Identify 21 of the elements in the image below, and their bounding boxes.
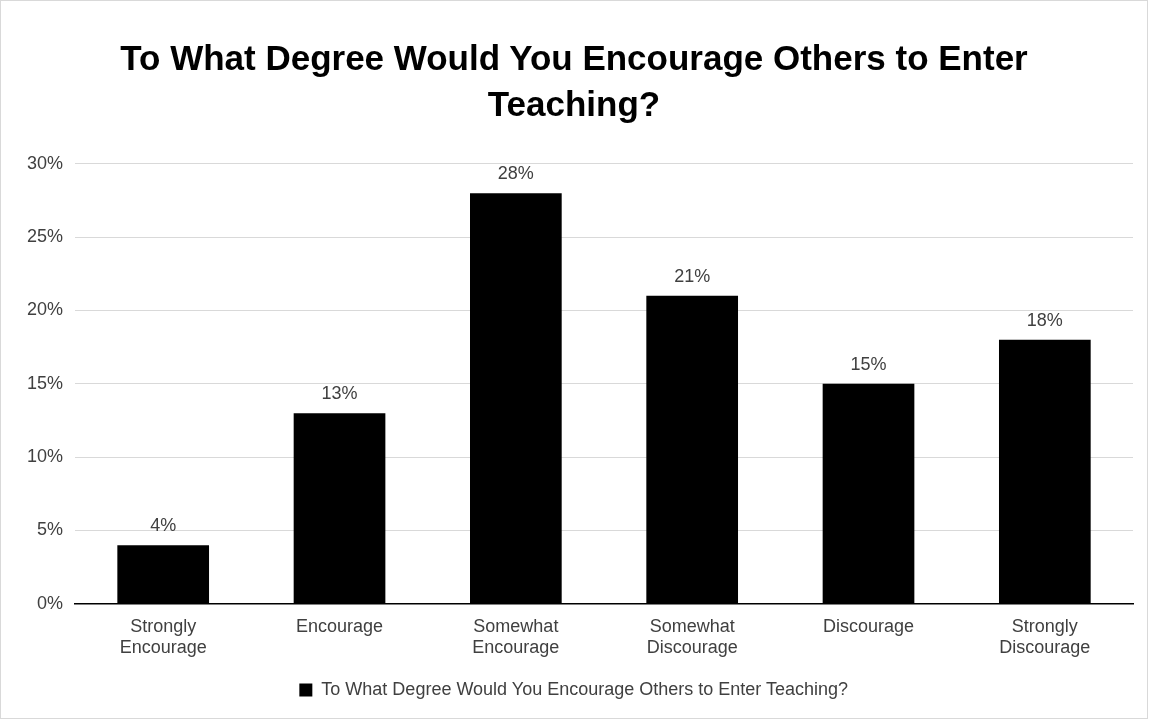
y-tick-label: 0%: [37, 592, 64, 613]
data-label: 21%: [674, 265, 711, 286]
data-label: 28%: [497, 163, 534, 184]
x-tick-label: Strongly Encourage: [119, 615, 207, 658]
y-tick-label: 20%: [27, 299, 64, 320]
data-label: 18%: [1026, 309, 1063, 330]
y-tick-label: 15%: [27, 372, 64, 393]
data-label: 13%: [321, 383, 358, 404]
chart-title: To What Degree Would You Encourage Others to Enter Teaching?: [119, 37, 1029, 125]
data-label: 15%: [850, 353, 887, 374]
x-tick-label: Strongly Discourage: [999, 615, 1091, 658]
y-tick-label: 10%: [27, 446, 64, 467]
y-tick-label: 30%: [27, 152, 64, 173]
x-tick-label: Somewhat Discourage: [646, 615, 738, 658]
data-label: 4%: [150, 515, 177, 536]
y-tick-label: 25%: [27, 226, 64, 247]
x-tick-label: Encourage: [295, 615, 384, 636]
y-tick-label: 5%: [37, 519, 64, 540]
x-tick-label: Discourage: [822, 615, 915, 636]
legend-label: To What Degree Would You Encourage Others to Enter Teaching?: [321, 678, 849, 699]
x-tick-label: Somewhat Encourage: [472, 615, 560, 658]
